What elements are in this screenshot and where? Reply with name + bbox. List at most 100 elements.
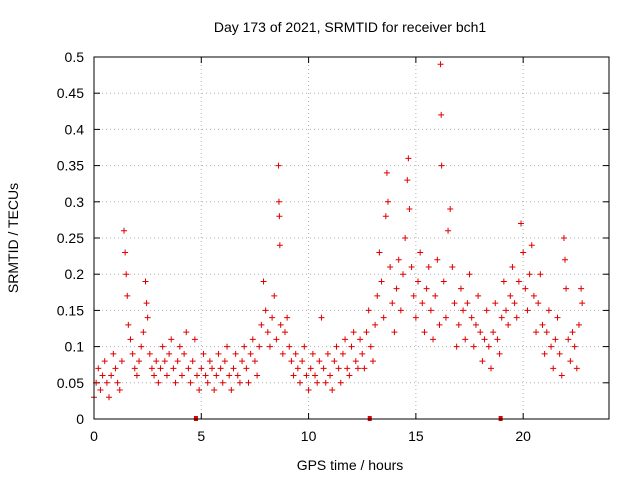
data-point xyxy=(387,263,394,270)
data-point xyxy=(127,336,134,343)
data-point xyxy=(124,292,131,299)
data-point xyxy=(354,365,361,372)
data-point xyxy=(374,292,381,299)
data-point xyxy=(535,300,542,307)
data-point xyxy=(558,372,565,379)
data-point xyxy=(243,365,250,372)
y-tick-label: 0.45 xyxy=(57,85,84,101)
data-point xyxy=(209,365,216,372)
data-point xyxy=(404,177,411,184)
data-point xyxy=(138,343,145,350)
data-point xyxy=(281,329,288,336)
y-tick-label: 0.5 xyxy=(65,49,85,65)
data-point xyxy=(511,300,518,307)
data-point xyxy=(286,343,293,350)
data-point xyxy=(496,350,503,357)
data-point xyxy=(509,263,516,270)
y-axis-title: SRMTID / TECUs xyxy=(5,183,21,293)
data-point xyxy=(178,372,185,379)
data-point xyxy=(232,350,239,357)
data-point xyxy=(276,242,283,249)
data-point xyxy=(357,336,364,343)
x-tick-label: 0 xyxy=(90,428,98,444)
data-point xyxy=(136,358,143,365)
data-point xyxy=(320,365,327,372)
data-point xyxy=(427,307,434,314)
data-point xyxy=(393,285,400,292)
data-point xyxy=(219,379,226,386)
data-point xyxy=(475,292,482,299)
data-point xyxy=(440,278,447,285)
data-point xyxy=(560,235,567,241)
data-point xyxy=(372,321,379,328)
data-point xyxy=(367,343,374,350)
data-point xyxy=(472,321,479,328)
data-point xyxy=(352,358,359,365)
y-axis-ticks: 0 0.05 0.1 0.15 0.2 0.25 0.3 0.35 0.4 0.45 0.5 xyxy=(57,49,609,427)
data-point xyxy=(563,285,570,292)
data-point xyxy=(408,263,415,270)
data-point xyxy=(299,358,306,365)
data-point xyxy=(520,249,527,256)
data-point xyxy=(95,365,102,372)
data-point xyxy=(361,365,368,372)
data-point xyxy=(217,365,224,372)
data-point xyxy=(378,278,385,285)
data-point xyxy=(303,372,310,379)
data-point xyxy=(140,329,147,336)
grid-lines xyxy=(94,57,609,419)
x-tick-label: 5 xyxy=(197,428,205,444)
data-point xyxy=(275,198,282,205)
data-point xyxy=(191,336,198,343)
y-tick-label: 0.15 xyxy=(57,302,84,318)
data-point xyxy=(187,379,194,386)
data-point xyxy=(234,372,241,379)
data-point xyxy=(196,387,203,394)
data-point xyxy=(363,329,370,336)
data-point xyxy=(228,387,235,394)
plot-frame xyxy=(93,56,610,420)
data-point xyxy=(142,278,149,285)
data-point xyxy=(189,358,196,365)
data-point xyxy=(333,343,340,350)
data-point xyxy=(254,372,261,379)
data-point xyxy=(258,321,265,328)
data-point xyxy=(166,350,173,357)
data-point xyxy=(316,358,323,365)
data-point xyxy=(279,350,286,357)
data-point xyxy=(245,379,252,386)
data-point xyxy=(437,61,444,68)
data-point xyxy=(213,372,220,379)
data-point xyxy=(528,242,535,249)
data-point xyxy=(468,314,475,321)
data-point xyxy=(339,350,346,357)
data-point xyxy=(133,372,140,379)
data-point xyxy=(211,387,218,394)
data-point xyxy=(266,343,273,350)
data-point xyxy=(144,314,151,321)
y-tick-label: 0.05 xyxy=(57,375,84,391)
data-point xyxy=(346,372,353,379)
data-point xyxy=(97,387,104,394)
data-point xyxy=(202,372,209,379)
data-point xyxy=(445,227,452,234)
data-point xyxy=(151,372,158,379)
data-point xyxy=(159,343,166,350)
data-point xyxy=(569,329,576,336)
data-point xyxy=(423,285,430,292)
data-point xyxy=(412,314,419,321)
data-point xyxy=(545,307,552,314)
data-point xyxy=(148,365,155,372)
data-point xyxy=(297,379,303,386)
data-point xyxy=(405,155,412,162)
data-point xyxy=(447,206,454,213)
data-point xyxy=(110,350,117,357)
data-point xyxy=(438,162,445,169)
data-point xyxy=(185,365,192,372)
data-point xyxy=(415,278,422,285)
data-point xyxy=(106,394,113,401)
data-point xyxy=(548,343,555,350)
data-point xyxy=(380,314,387,321)
data-point xyxy=(198,365,205,372)
data-point xyxy=(460,307,467,314)
